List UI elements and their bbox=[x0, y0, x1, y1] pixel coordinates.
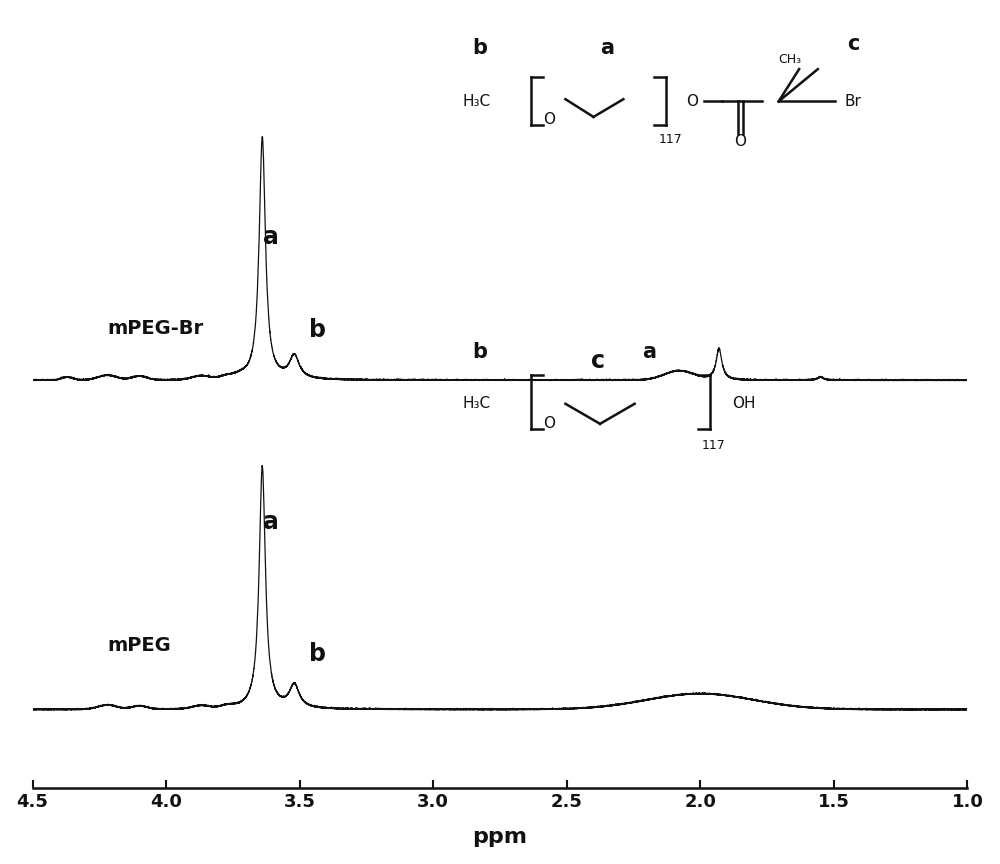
Text: O: O bbox=[734, 134, 746, 149]
Text: 117: 117 bbox=[701, 439, 725, 452]
Text: 117: 117 bbox=[658, 133, 682, 146]
Text: b: b bbox=[472, 342, 487, 362]
Text: CH₃: CH₃ bbox=[778, 53, 801, 66]
Text: b: b bbox=[472, 37, 487, 58]
Text: a: a bbox=[263, 226, 279, 249]
Text: a: a bbox=[601, 37, 615, 58]
Text: c: c bbox=[591, 348, 605, 372]
Text: O: O bbox=[686, 94, 698, 109]
Text: OH: OH bbox=[732, 397, 755, 411]
Text: b: b bbox=[309, 318, 326, 341]
Text: H₃C: H₃C bbox=[463, 397, 491, 411]
Text: mPEG-Br: mPEG-Br bbox=[107, 320, 204, 339]
Text: a: a bbox=[263, 511, 279, 535]
Text: Br: Br bbox=[845, 94, 862, 109]
Text: mPEG: mPEG bbox=[107, 636, 171, 655]
Text: c: c bbox=[847, 34, 860, 54]
Text: O: O bbox=[544, 112, 556, 128]
X-axis label: ppm: ppm bbox=[473, 828, 528, 848]
Text: H₃C: H₃C bbox=[463, 94, 491, 109]
Text: a: a bbox=[643, 342, 657, 362]
Text: b: b bbox=[309, 642, 326, 665]
Text: O: O bbox=[544, 416, 556, 431]
